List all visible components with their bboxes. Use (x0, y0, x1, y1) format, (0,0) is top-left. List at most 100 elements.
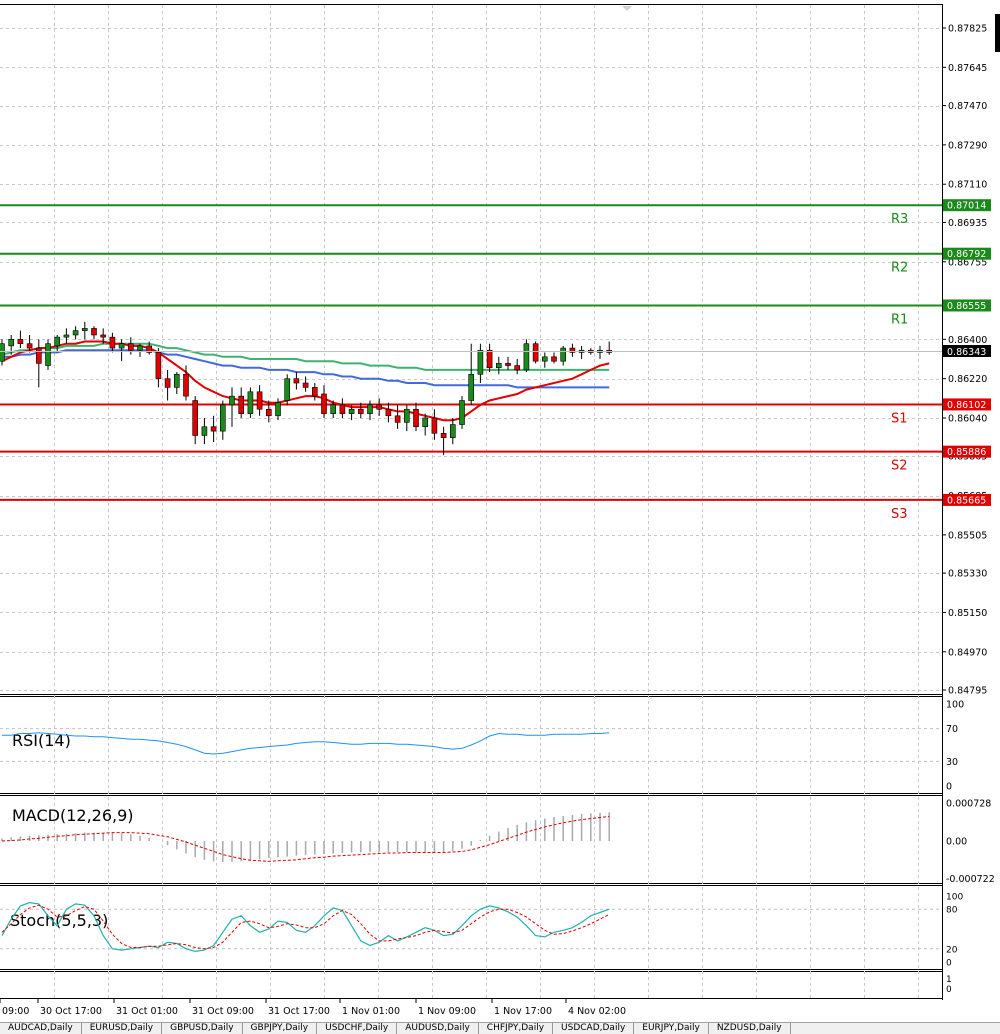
candle-body (128, 343, 134, 351)
candle-body (523, 343, 530, 371)
stoch-tick-label: 80 (946, 906, 958, 916)
extra-pane-tick-label: 0 (946, 985, 952, 995)
candle-body (560, 347, 567, 362)
candle-body (247, 391, 254, 414)
stochastic-pane: Stoch(5,5,3) 100 80 20 0 (0, 893, 963, 969)
candle-body (45, 343, 51, 366)
candle-body (82, 328, 88, 331)
candle-body (100, 334, 106, 338)
candle-body (321, 393, 327, 414)
candle-body (26, 343, 33, 349)
candle-body (220, 404, 226, 432)
time-tick-label: 1 Nov 09:00 (418, 1006, 476, 1017)
rsi-pane: RSI(14) 100 70 30 0 (0, 700, 964, 793)
stoch-tick-label: 100 (946, 893, 963, 903)
level-price-label: 0.86555 (947, 301, 986, 312)
candle-body (91, 328, 97, 336)
candle-body (192, 400, 198, 436)
level-price-label: 0.86102 (947, 400, 986, 411)
level-name-r2: R2 (891, 261, 908, 276)
level-name-s3: S3 (891, 507, 908, 522)
candle-body (210, 426, 217, 432)
candle-body (256, 391, 263, 410)
chart-tab[interactable]: EURUSD,Daily (82, 1023, 163, 1034)
level-name-s1: S1 (891, 411, 908, 426)
price-tick-label: 0.85150 (948, 608, 987, 619)
macd-tick-label: -0.000722 (946, 874, 995, 885)
candle-body (311, 387, 318, 397)
grid (0, 5, 942, 998)
price-tick-label: 0.87825 (948, 24, 987, 35)
time-tick-label: 1 Nov 01:00 (342, 1006, 400, 1017)
candle-body (376, 404, 383, 410)
shift-marker-icon[interactable] (622, 6, 632, 11)
price-tick-label: 0.86040 (948, 413, 987, 424)
candle-body (201, 426, 208, 436)
candle-body (330, 404, 337, 414)
level-price-box (943, 493, 991, 506)
candle-body (17, 339, 24, 345)
candle-body (495, 363, 502, 369)
current-price: 0.86343 (0, 345, 991, 358)
candle-body (440, 432, 447, 438)
price-tick-label: 0.84970 (948, 647, 987, 658)
chart-tab[interactable]: EURJPY,Daily (634, 1023, 709, 1034)
candle-body (551, 356, 557, 362)
candle-body (183, 373, 189, 397)
price-tick-label: 0.86935 (948, 218, 987, 229)
rsi-tick-label: 100 (946, 700, 964, 711)
chart-tab[interactable]: USDCAD,Daily (553, 1023, 635, 1034)
chart-tab[interactable]: NZDUSD,Daily (709, 1023, 791, 1034)
stoch-signal-line (1, 904, 610, 950)
chart-tabs: AUDCAD,Daily EURUSD,Daily GBPUSD,Daily GBPJ… (0, 1022, 1000, 1034)
candle-body (63, 334, 70, 338)
candle-body (164, 378, 171, 388)
scroll-handle[interactable] (995, 14, 1000, 52)
candle-body (0, 343, 5, 362)
candle-body (514, 365, 521, 371)
chart-tab[interactable]: GBPJPY,Daily (243, 1023, 318, 1034)
time-tick-label: 09:00 (2, 1006, 29, 1017)
candle-body (367, 404, 373, 414)
candle-body (72, 330, 79, 336)
candle-body (348, 408, 355, 414)
macd-label: MACD(12,26,9) (12, 806, 134, 825)
extra-indicator-pane: 10 (946, 975, 952, 995)
chart-tab[interactable]: USDCHF,Daily (317, 1023, 398, 1034)
candle-body (394, 415, 401, 423)
candle-body (109, 336, 116, 349)
price-tick-label: 0.84795 (948, 686, 987, 697)
candle-body (54, 336, 61, 347)
time-tick-label: 31 Oct 01:00 (116, 1006, 178, 1017)
candle-body (422, 417, 429, 428)
candle-body (302, 382, 309, 388)
rsi-label: RSI(14) (12, 731, 71, 750)
price-tick-label: 0.85330 (948, 569, 987, 580)
chart-tab[interactable]: GBPUSD,Daily (162, 1023, 243, 1034)
chart-tab[interactable]: AUDCAD,Daily (0, 1023, 82, 1034)
price-tick-label: 0.87470 (948, 101, 987, 112)
candle-body (339, 404, 346, 414)
candle-body (284, 378, 291, 401)
chart-tab[interactable]: CHFJPY,Daily (479, 1023, 554, 1034)
current-price-label: 0.86343 (947, 347, 986, 358)
stoch-tick-label: 20 (946, 945, 958, 955)
chart-tab[interactable]: AUDUSD,Daily (397, 1023, 479, 1034)
level-price-box (943, 398, 991, 411)
macd-tick-label: 0.000728 (946, 799, 991, 810)
macd-tick-label: 0.00 (946, 837, 967, 848)
candle-body (431, 417, 438, 434)
candle-body (265, 408, 272, 417)
level-name-r1: R1 (891, 312, 908, 327)
extra-pane-tick-label: 1 (946, 975, 952, 985)
candle-body (385, 408, 392, 417)
candle-body (477, 349, 484, 375)
candle-body (541, 356, 548, 362)
level-price-box (943, 247, 991, 260)
candle-body (486, 349, 493, 369)
stoch-tick-label: 0 (946, 959, 952, 969)
level-price-box (943, 299, 991, 312)
rsi-tick-label: 0 (946, 782, 952, 793)
time-tick-label: 31 Oct 09:00 (192, 1006, 254, 1017)
